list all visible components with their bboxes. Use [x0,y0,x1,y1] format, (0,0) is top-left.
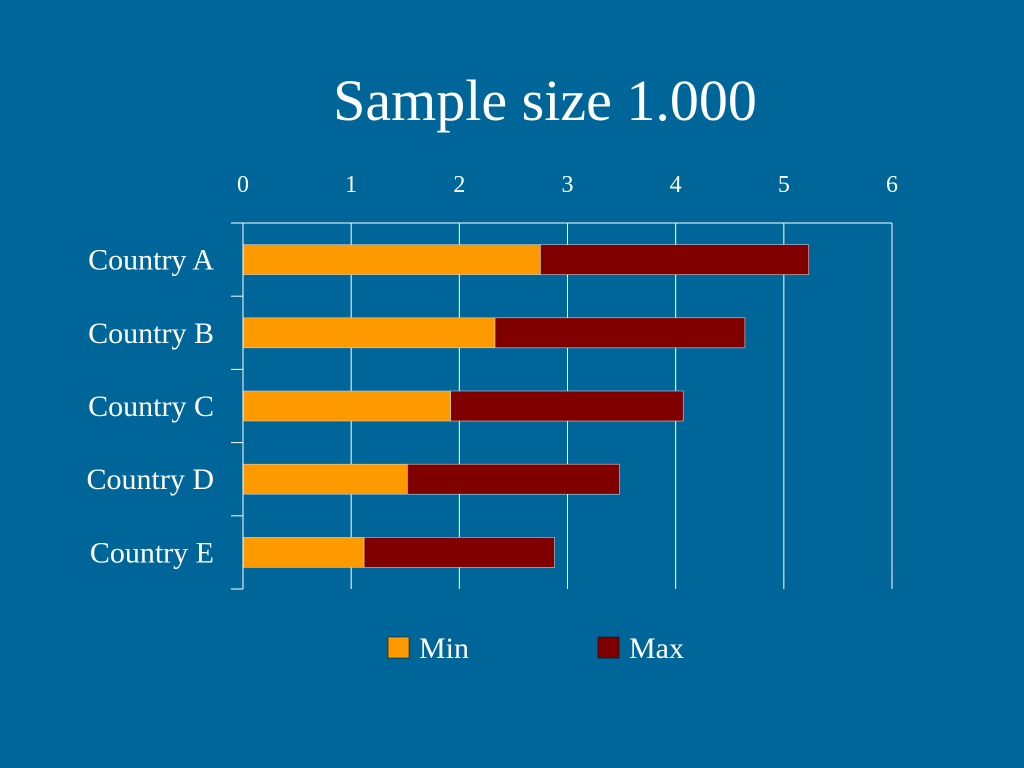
bar-min-4 [242,463,408,495]
bar-max-1 [540,244,810,275]
axes [231,222,892,590]
legend-label-min: Min [419,632,469,665]
x-tick-label: 3 [562,172,574,198]
legend-swatch-min [387,636,410,659]
bar-min-2 [242,317,496,349]
bar-min-1 [242,244,541,275]
legend-swatch-max [597,636,620,659]
chart-title: Sample size 1.000 [333,68,757,133]
x-tick-label: 4 [670,172,682,198]
x-tick-label: 2 [453,172,465,198]
x-tick-label: 1 [345,172,357,198]
legend-label-max: Max [629,632,684,665]
x-tick-label: 5 [778,172,790,198]
category-label: Country A [88,244,214,277]
x-tick-label: 6 [886,172,898,198]
bar-max-3 [450,390,684,422]
bar-max-2 [494,317,746,349]
bar-max-4 [407,463,620,495]
bars [242,244,810,568]
category-label: Country C [88,390,214,423]
bar-min-3 [242,390,451,422]
legend: Min Max [387,632,684,665]
category-label: Country D [87,463,215,496]
axis-labels: 0 1 2 3 4 5 6 Country A Country B Country C Countr… [87,172,899,569]
x-tick-label: 0 [237,172,249,198]
bar-max-5 [363,537,555,568]
bar-min-5 [242,537,365,568]
category-label: Country E [90,536,214,569]
category-label: Country B [88,317,214,350]
